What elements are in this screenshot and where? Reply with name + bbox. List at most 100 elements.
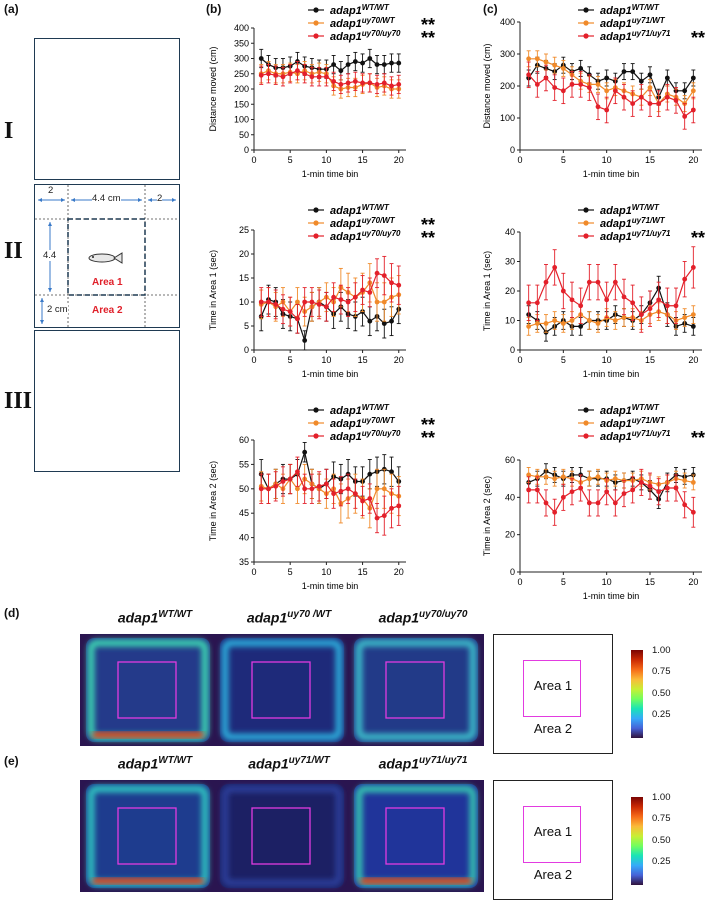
series-0 bbox=[526, 463, 696, 509]
colorbar-e-tick: 0.50 bbox=[652, 835, 671, 846]
colorbar-d-tick: 0.75 bbox=[652, 666, 671, 677]
data-point bbox=[389, 469, 394, 475]
heatmap-field bbox=[86, 784, 210, 888]
y-tick-label: 200 bbox=[234, 84, 249, 94]
data-point bbox=[295, 316, 300, 322]
data-point bbox=[338, 297, 344, 302]
heatmap-edge bbox=[87, 639, 209, 741]
arena-row-label-ii: II bbox=[4, 238, 23, 264]
data-point bbox=[360, 80, 365, 86]
heatmap-field bbox=[86, 638, 210, 742]
data-point bbox=[595, 474, 601, 480]
data-point bbox=[578, 485, 584, 491]
data-point bbox=[374, 82, 380, 87]
data-point bbox=[526, 324, 532, 329]
legend-label: adap1uy71/WT bbox=[600, 16, 666, 30]
x-tick-label: 10 bbox=[602, 355, 612, 365]
data-point bbox=[690, 509, 696, 515]
data-point bbox=[389, 505, 394, 511]
series-2 bbox=[258, 61, 402, 96]
data-point bbox=[630, 69, 636, 74]
data-point bbox=[302, 449, 308, 455]
data-point bbox=[526, 300, 532, 306]
heatmap-field bbox=[354, 638, 478, 742]
data-point bbox=[612, 279, 618, 285]
x-tick-label: 0 bbox=[251, 155, 256, 165]
data-point bbox=[638, 78, 644, 84]
arena-row-label-i: I bbox=[4, 118, 14, 144]
significance-stars: ** bbox=[421, 228, 435, 248]
data-point bbox=[630, 300, 636, 306]
data-point bbox=[673, 485, 679, 491]
data-point bbox=[552, 318, 558, 323]
data-point bbox=[647, 483, 653, 489]
y-tick-label: 100 bbox=[234, 115, 249, 125]
data-point bbox=[345, 299, 351, 305]
data-point bbox=[258, 486, 264, 492]
data-point bbox=[396, 503, 402, 509]
data-point bbox=[578, 66, 584, 71]
x-tick-label: 10 bbox=[602, 577, 612, 587]
data-point bbox=[367, 496, 373, 501]
data-point bbox=[690, 75, 696, 81]
legend-swatch-marker bbox=[313, 420, 319, 426]
area-1-box bbox=[523, 806, 581, 863]
data-point bbox=[673, 98, 679, 103]
x-tick-label: 5 bbox=[288, 567, 293, 577]
data-point bbox=[295, 299, 300, 305]
data-point bbox=[638, 94, 644, 100]
colorbar-d-tick: 1.00 bbox=[652, 645, 671, 656]
arena-top bbox=[34, 38, 180, 180]
data-point bbox=[323, 304, 329, 310]
x-axis-title: 1-min time bin bbox=[302, 369, 359, 379]
y-axis-title: Time in Area 1 (sec) bbox=[482, 251, 492, 331]
data-point bbox=[534, 300, 540, 306]
heatmap-hotspot bbox=[92, 878, 204, 884]
chart-svg-c1: 0 100 200 300 400 0 5 10 15 20 1-min time bin Dista… bbox=[482, 3, 705, 179]
colorbar-d bbox=[631, 650, 643, 738]
legend-swatch-marker bbox=[583, 433, 589, 439]
line-chart-area2-b: 35 40 45 50 55 60 0 5 10 15 20 1-min time bin Time i… bbox=[206, 400, 476, 600]
line-chart-distance-c: 0 100 200 300 400 0 5 10 15 20 1-min time bin Dista… bbox=[480, 0, 709, 200]
data-point bbox=[586, 476, 592, 482]
panel-d-label: (d) bbox=[4, 606, 20, 620]
data-point bbox=[543, 321, 549, 326]
data-point bbox=[316, 74, 322, 80]
data-point bbox=[287, 71, 293, 77]
data-point bbox=[338, 488, 344, 494]
heatmap-background bbox=[214, 634, 350, 746]
area-1-box bbox=[251, 661, 311, 719]
data-point bbox=[389, 280, 394, 286]
data-point bbox=[690, 88, 696, 94]
data-point bbox=[309, 486, 315, 492]
data-point bbox=[309, 74, 315, 80]
legend-swatch-marker bbox=[583, 407, 589, 413]
data-point bbox=[381, 513, 387, 519]
data-point bbox=[381, 80, 387, 86]
data-point bbox=[595, 279, 601, 285]
dim-right: 2 bbox=[157, 193, 163, 204]
panel-a-label: (a) bbox=[4, 2, 19, 16]
legend-label: adap1uy71/WT bbox=[600, 216, 666, 230]
data-point bbox=[374, 270, 380, 276]
data-point bbox=[316, 302, 322, 307]
data-point bbox=[569, 82, 575, 87]
data-point bbox=[682, 315, 688, 320]
series-2 bbox=[258, 456, 402, 536]
x-tick-label: 15 bbox=[645, 155, 655, 165]
legend-label: adap1uy70/WT bbox=[330, 16, 396, 30]
data-point bbox=[338, 82, 344, 87]
y-tick-label: 5 bbox=[244, 321, 249, 331]
heatmap-title-d-1: adap1WT/WT bbox=[117, 609, 193, 626]
y-tick-label: 0 bbox=[244, 345, 249, 355]
x-axis-title: 1-min time bin bbox=[302, 169, 359, 179]
data-point bbox=[534, 82, 540, 87]
significance-stars: ** bbox=[421, 15, 435, 35]
dim-vertical: 4.4 bbox=[43, 250, 57, 261]
x-tick-label: 10 bbox=[321, 155, 331, 165]
y-tick-label: 0 bbox=[510, 145, 515, 155]
heatmap-title-d-3: adap1uy70/uy70 bbox=[378, 609, 468, 626]
x-axis-title: 1-min time bin bbox=[583, 369, 640, 379]
legend-swatch-marker bbox=[313, 33, 319, 39]
legend-label: adap1uy71/uy71 bbox=[600, 229, 671, 243]
